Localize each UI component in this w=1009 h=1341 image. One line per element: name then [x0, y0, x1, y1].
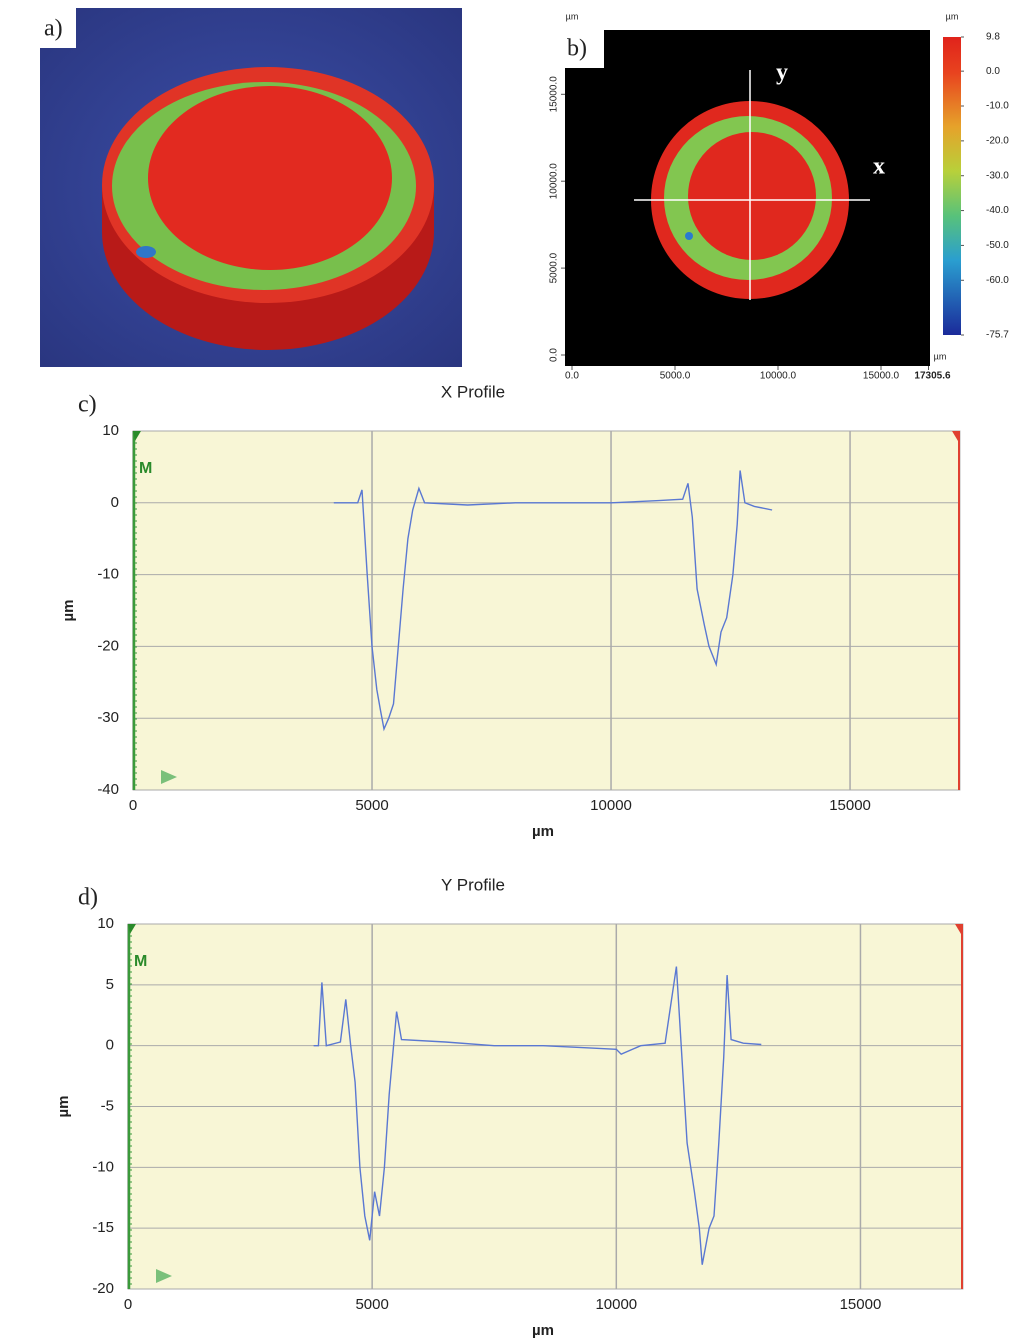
label-box	[40, 8, 76, 48]
x-tick-label: 15000	[840, 1296, 882, 1313]
y-tick-label: 0	[106, 1037, 114, 1054]
play-marker	[156, 1269, 172, 1283]
colorbar-tick-label: -60.0	[986, 275, 1009, 286]
marker-label: M	[134, 953, 147, 970]
y-tick-label: 5000.0	[549, 252, 560, 283]
deep-spot	[136, 246, 156, 258]
colorbar-tick-label: -40.0	[986, 205, 1009, 216]
y-unit: µm	[566, 11, 579, 21]
cursor	[128, 924, 136, 934]
colorbar-tick-label: -75.7	[986, 330, 1009, 341]
x-unit: µm	[934, 351, 947, 361]
panel-label: d)	[78, 885, 98, 911]
panel-label: c)	[78, 392, 97, 418]
profile-line	[333, 470, 773, 732]
x-tick-label: 5000.0	[660, 371, 691, 382]
y-tick-label: 10	[102, 422, 119, 439]
y-tick-label: -15	[92, 1219, 114, 1236]
panel-label: a)	[44, 16, 63, 42]
x-tick-label: 5000	[355, 1296, 388, 1313]
x-tick-label: 0	[129, 797, 137, 814]
x-tick-label: 10000.0	[760, 371, 797, 382]
colorbar-tick-label: 9.8	[986, 32, 1000, 43]
x-tick-label: 10000	[595, 1296, 637, 1313]
x-tick-label: 0.0	[565, 371, 579, 382]
label-box	[562, 28, 604, 68]
y-tick-label: 10000.0	[549, 163, 560, 200]
chart-title: Y Profile	[441, 875, 505, 894]
play-marker	[161, 770, 177, 784]
y-tick-label: -5	[101, 1097, 114, 1114]
marker-label: M	[139, 460, 152, 477]
y-tick-label: -10	[97, 566, 119, 583]
axis-annotation: y	[776, 60, 788, 86]
x-tick-label: 15000	[829, 797, 871, 814]
plot-area	[132, 430, 961, 791]
x-tick-label: 17305.6	[914, 371, 951, 382]
y-tick-label: -20	[97, 637, 119, 654]
y-axis-label: µm	[55, 1096, 72, 1118]
colorbar	[943, 37, 961, 335]
x-tick-label: 5000	[355, 797, 388, 814]
colorbar-tick-label: -20.0	[986, 136, 1009, 147]
y-tick-label: 15000.0	[549, 76, 560, 113]
y-tick-label: -40	[97, 781, 119, 798]
y-tick-label: 0.0	[549, 348, 560, 362]
y-tick-label: -30	[97, 709, 119, 726]
inner-surface	[688, 132, 816, 260]
y-tick-label: -20	[92, 1280, 114, 1297]
y-tick-label: -10	[92, 1158, 114, 1175]
x-axis-label: µm	[532, 823, 554, 840]
y-tick-label: 10	[97, 915, 114, 932]
inner-surface	[148, 86, 392, 270]
y-tick-label: 0	[111, 494, 119, 511]
x-tick-label: 15000.0	[863, 371, 900, 382]
x-axis-label: µm	[532, 1322, 554, 1339]
y-tick-label: 5	[106, 976, 114, 993]
cursor	[955, 924, 963, 934]
colorbar-tick-label: -30.0	[986, 170, 1009, 181]
chart-title: X Profile	[441, 382, 505, 401]
x-tick-label: 0	[124, 1296, 132, 1313]
panel-b	[562, 28, 961, 366]
y-axis-label: µm	[60, 600, 77, 622]
colorbar-tick-label: -50.0	[986, 240, 1009, 251]
colorbar-tick-label: -10.0	[986, 101, 1009, 112]
axis-annotation: x	[873, 154, 885, 180]
colorbar-unit: µm	[946, 11, 959, 21]
deep-spot	[685, 232, 693, 240]
x-tick-label: 10000	[590, 797, 632, 814]
cursor	[952, 431, 960, 441]
panel-label: b)	[567, 36, 587, 62]
panel-a	[40, 8, 462, 367]
profile-line	[313, 966, 762, 1265]
cursor	[133, 431, 141, 441]
colorbar-tick-label: 0.0	[986, 66, 1000, 77]
